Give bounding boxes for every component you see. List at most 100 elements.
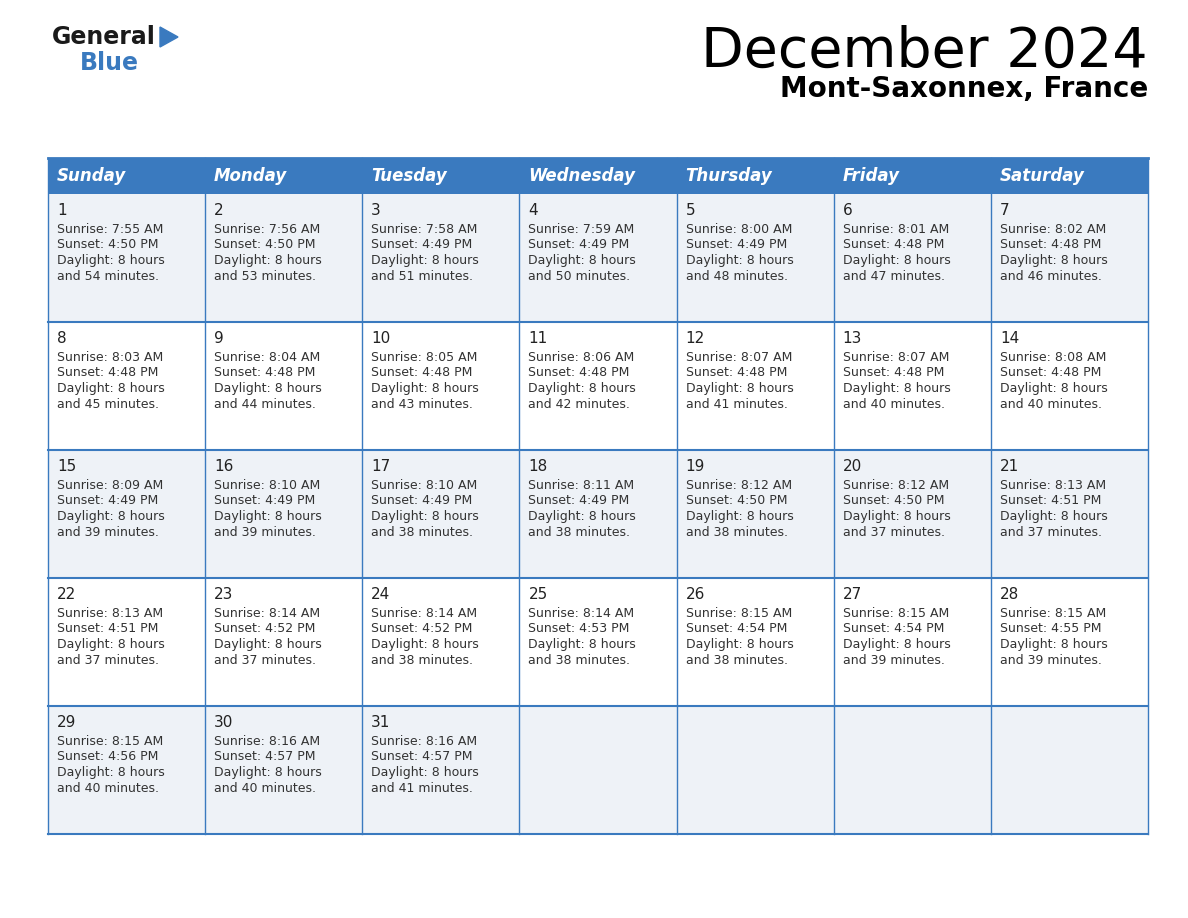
Bar	[834, 450, 991, 578]
Text: Daylight: 8 hours: Daylight: 8 hours	[842, 510, 950, 523]
Text: Daylight: 8 hours: Daylight: 8 hours	[57, 382, 165, 395]
Text: Sunrise: 8:12 AM: Sunrise: 8:12 AM	[842, 479, 949, 492]
Text: Sunset: 4:48 PM: Sunset: 4:48 PM	[57, 366, 158, 379]
Text: 3: 3	[372, 203, 381, 218]
Text: Daylight: 8 hours: Daylight: 8 hours	[214, 766, 322, 779]
Bar	[677, 158, 834, 194]
Text: 14: 14	[1000, 331, 1019, 346]
Text: 15: 15	[57, 459, 76, 474]
Text: Daylight: 8 hours: Daylight: 8 hours	[372, 254, 479, 267]
Text: 22: 22	[57, 587, 76, 602]
Text: 20: 20	[842, 459, 862, 474]
Text: Sunset: 4:50 PM: Sunset: 4:50 PM	[685, 495, 788, 508]
Text: and 37 minutes.: and 37 minutes.	[1000, 525, 1101, 539]
Bar	[677, 322, 834, 450]
Text: 7: 7	[1000, 203, 1010, 218]
Text: and 45 minutes.: and 45 minutes.	[57, 397, 159, 410]
Text: Sunrise: 7:56 AM: Sunrise: 7:56 AM	[214, 223, 321, 236]
Bar	[206, 706, 362, 834]
Text: Sunrise: 8:05 AM: Sunrise: 8:05 AM	[372, 351, 478, 364]
Text: Daylight: 8 hours: Daylight: 8 hours	[372, 766, 479, 779]
Text: Daylight: 8 hours: Daylight: 8 hours	[1000, 638, 1107, 651]
Text: 1: 1	[57, 203, 67, 218]
Text: Daylight: 8 hours: Daylight: 8 hours	[529, 254, 637, 267]
Text: Daylight: 8 hours: Daylight: 8 hours	[685, 638, 794, 651]
Bar	[48, 322, 206, 450]
Text: Sunday: Sunday	[57, 167, 126, 185]
Bar	[677, 578, 834, 706]
Text: Sunset: 4:49 PM: Sunset: 4:49 PM	[57, 495, 158, 508]
Text: and 53 minutes.: and 53 minutes.	[214, 270, 316, 283]
Bar	[519, 194, 677, 322]
Text: 19: 19	[685, 459, 704, 474]
Text: Daylight: 8 hours: Daylight: 8 hours	[57, 766, 165, 779]
Text: Sunset: 4:49 PM: Sunset: 4:49 PM	[214, 495, 315, 508]
Text: 29: 29	[57, 715, 76, 730]
Text: Daylight: 8 hours: Daylight: 8 hours	[214, 510, 322, 523]
Text: Sunset: 4:49 PM: Sunset: 4:49 PM	[685, 239, 786, 252]
Text: Sunset: 4:48 PM: Sunset: 4:48 PM	[1000, 239, 1101, 252]
Text: Sunset: 4:57 PM: Sunset: 4:57 PM	[372, 751, 473, 764]
Text: Sunrise: 8:16 AM: Sunrise: 8:16 AM	[214, 735, 321, 748]
Text: Daylight: 8 hours: Daylight: 8 hours	[685, 510, 794, 523]
Text: Sunrise: 8:02 AM: Sunrise: 8:02 AM	[1000, 223, 1106, 236]
Bar	[362, 578, 519, 706]
Text: Sunrise: 8:13 AM: Sunrise: 8:13 AM	[57, 607, 163, 620]
Text: Blue: Blue	[80, 51, 139, 75]
Text: 28: 28	[1000, 587, 1019, 602]
Text: Sunrise: 8:15 AM: Sunrise: 8:15 AM	[57, 735, 163, 748]
Text: Daylight: 8 hours: Daylight: 8 hours	[1000, 254, 1107, 267]
Text: and 47 minutes.: and 47 minutes.	[842, 270, 944, 283]
Text: and 37 minutes.: and 37 minutes.	[57, 654, 159, 666]
Text: Sunset: 4:50 PM: Sunset: 4:50 PM	[842, 495, 944, 508]
Text: Daylight: 8 hours: Daylight: 8 hours	[57, 254, 165, 267]
Bar	[519, 158, 677, 194]
Text: and 37 minutes.: and 37 minutes.	[214, 654, 316, 666]
Text: Daylight: 8 hours: Daylight: 8 hours	[529, 382, 637, 395]
Text: and 46 minutes.: and 46 minutes.	[1000, 270, 1101, 283]
Text: Sunset: 4:51 PM: Sunset: 4:51 PM	[57, 622, 158, 635]
Text: Sunrise: 8:11 AM: Sunrise: 8:11 AM	[529, 479, 634, 492]
Text: and 44 minutes.: and 44 minutes.	[214, 397, 316, 410]
Text: Sunset: 4:50 PM: Sunset: 4:50 PM	[57, 239, 158, 252]
Text: 18: 18	[529, 459, 548, 474]
Text: Monday: Monday	[214, 167, 287, 185]
Text: 5: 5	[685, 203, 695, 218]
Text: and 54 minutes.: and 54 minutes.	[57, 270, 159, 283]
Text: Sunset: 4:48 PM: Sunset: 4:48 PM	[842, 239, 944, 252]
Bar	[991, 578, 1148, 706]
Text: Sunset: 4:52 PM: Sunset: 4:52 PM	[214, 622, 316, 635]
Text: December 2024: December 2024	[701, 25, 1148, 79]
Text: Sunset: 4:48 PM: Sunset: 4:48 PM	[842, 366, 944, 379]
Polygon shape	[160, 27, 178, 47]
Text: Sunset: 4:52 PM: Sunset: 4:52 PM	[372, 622, 473, 635]
Text: Sunrise: 8:13 AM: Sunrise: 8:13 AM	[1000, 479, 1106, 492]
Text: Wednesday: Wednesday	[529, 167, 636, 185]
Text: 12: 12	[685, 331, 704, 346]
Text: Sunset: 4:55 PM: Sunset: 4:55 PM	[1000, 622, 1101, 635]
Text: Sunrise: 8:10 AM: Sunrise: 8:10 AM	[372, 479, 478, 492]
Text: Daylight: 8 hours: Daylight: 8 hours	[1000, 510, 1107, 523]
Text: Sunset: 4:51 PM: Sunset: 4:51 PM	[1000, 495, 1101, 508]
Bar	[48, 706, 206, 834]
Bar	[677, 194, 834, 322]
Bar	[519, 450, 677, 578]
Text: and 40 minutes.: and 40 minutes.	[1000, 397, 1101, 410]
Text: Sunrise: 8:04 AM: Sunrise: 8:04 AM	[214, 351, 321, 364]
Text: 4: 4	[529, 203, 538, 218]
Bar	[362, 194, 519, 322]
Text: Daylight: 8 hours: Daylight: 8 hours	[214, 638, 322, 651]
Text: 13: 13	[842, 331, 862, 346]
Text: 6: 6	[842, 203, 853, 218]
Text: and 39 minutes.: and 39 minutes.	[57, 525, 159, 539]
Text: and 40 minutes.: and 40 minutes.	[57, 781, 159, 794]
Text: Daylight: 8 hours: Daylight: 8 hours	[214, 382, 322, 395]
Bar	[206, 450, 362, 578]
Text: General: General	[52, 25, 156, 49]
Bar	[519, 706, 677, 834]
Bar	[834, 322, 991, 450]
Text: Sunrise: 8:00 AM: Sunrise: 8:00 AM	[685, 223, 792, 236]
Text: Daylight: 8 hours: Daylight: 8 hours	[372, 510, 479, 523]
Bar	[206, 158, 362, 194]
Text: Sunrise: 8:07 AM: Sunrise: 8:07 AM	[842, 351, 949, 364]
